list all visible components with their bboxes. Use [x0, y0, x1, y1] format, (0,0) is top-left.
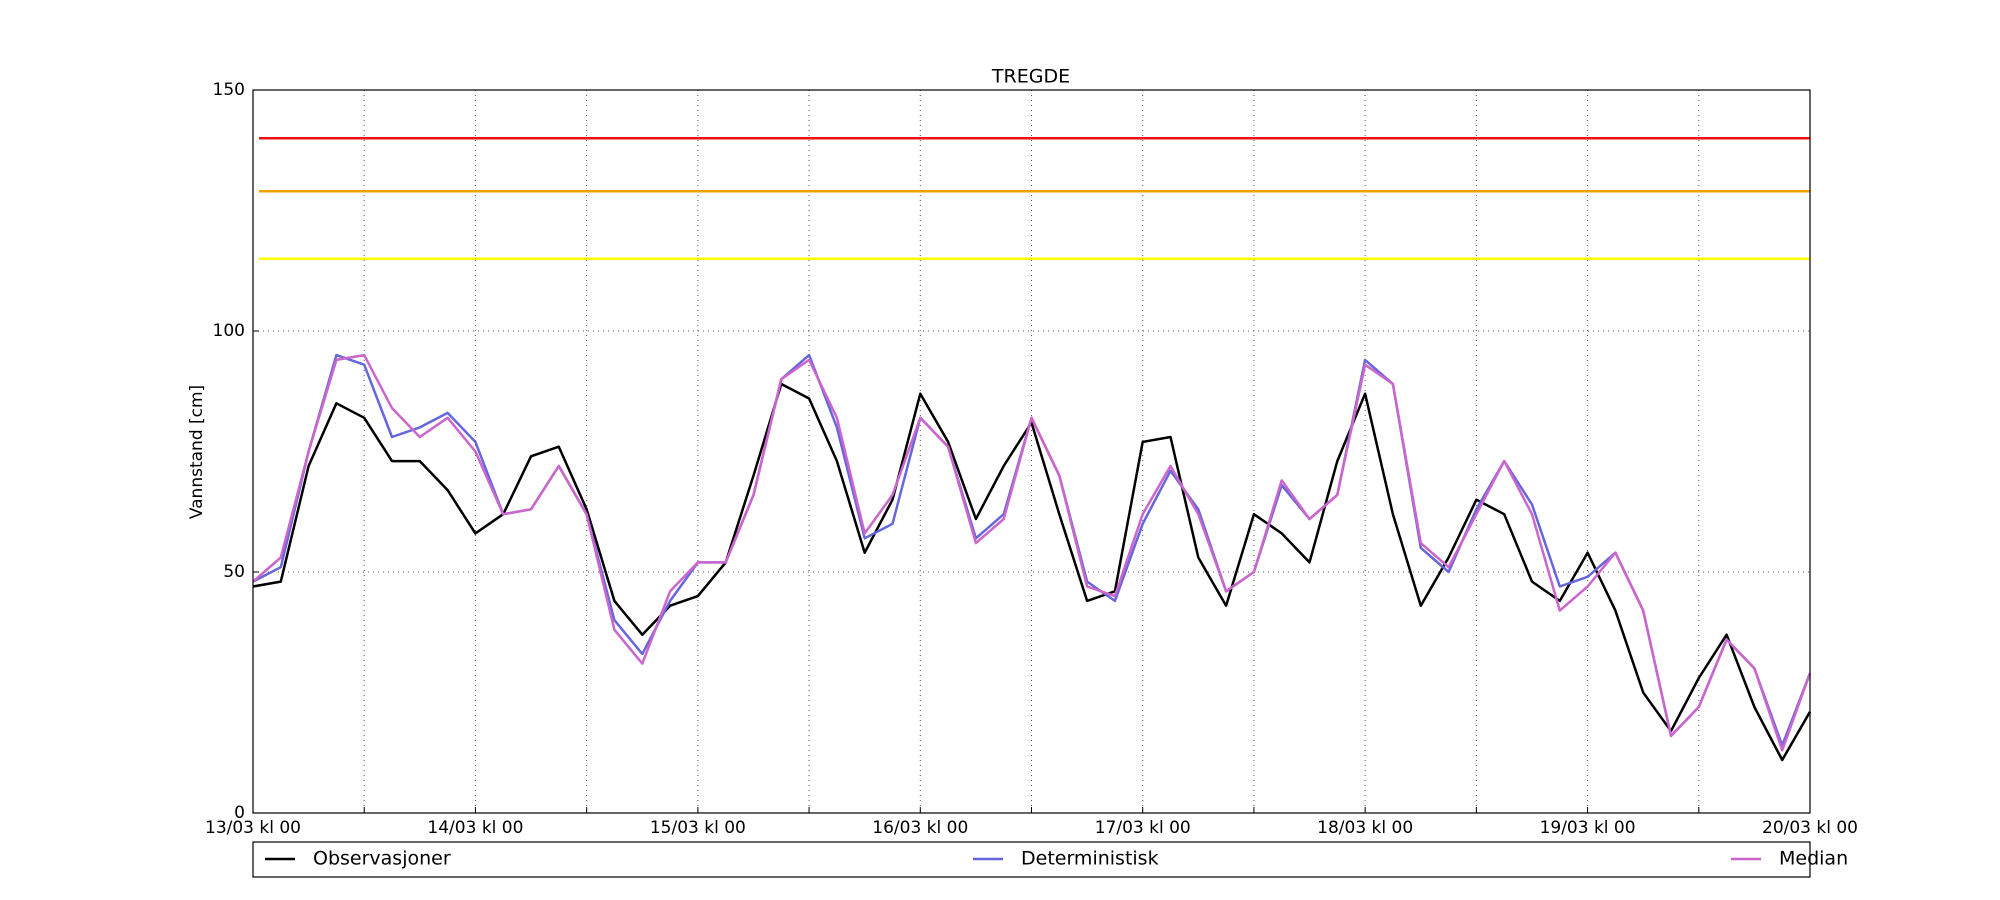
x-tick-label: 20/03 kl 00: [1762, 818, 1858, 838]
plot-frame: [252, 89, 1811, 814]
x-tick-label: 13/03 kl 00: [205, 818, 301, 838]
y-tick-label: 0: [234, 803, 245, 823]
y-tick-label: 150: [213, 80, 245, 100]
series-line: [252, 353, 1812, 752]
x-tick-label: 16/03 kl 00: [872, 818, 968, 838]
legend-label: Deterministisk: [1021, 848, 1159, 870]
x-tick-label: 14/03 kl 00: [427, 818, 523, 838]
y-tick-label: 50: [223, 562, 245, 582]
y-tick-label: 100: [213, 321, 245, 341]
legend-box: [252, 841, 1811, 878]
x-tick-label: 15/03 kl 00: [650, 818, 746, 838]
x-tick-label: 17/03 kl 00: [1095, 818, 1191, 838]
x-tick-label: 18/03 kl 00: [1317, 818, 1413, 838]
legend-label: Observasjoner: [313, 848, 451, 870]
series-line: [252, 382, 1812, 762]
y-axis-label: Vannstand [cm]: [187, 385, 207, 519]
chart-title: TREGDE: [991, 66, 1070, 88]
legend-label: Median: [1779, 848, 1848, 870]
x-tick-label: 19/03 kl 00: [1540, 818, 1636, 838]
